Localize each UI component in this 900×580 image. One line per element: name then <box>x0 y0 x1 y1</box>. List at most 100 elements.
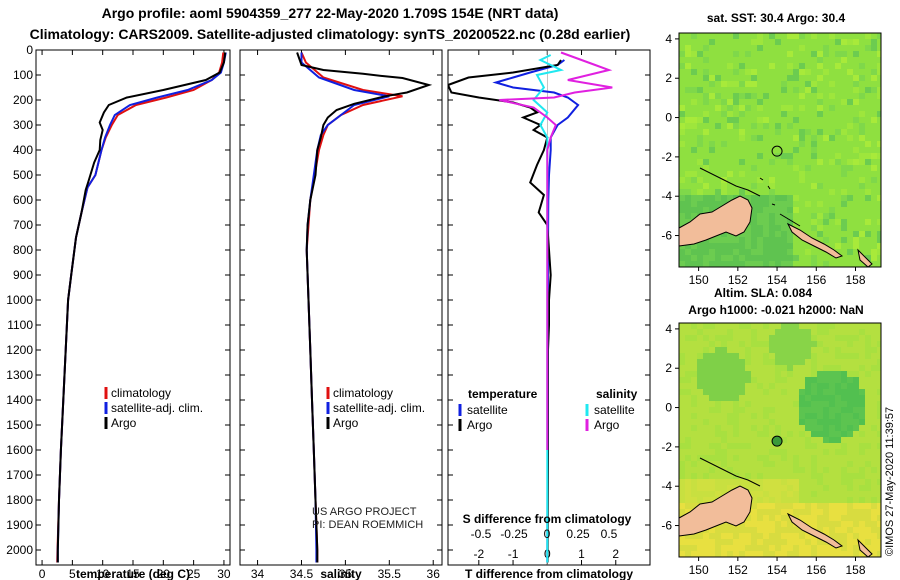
map-cell <box>751 243 757 249</box>
map-cell <box>751 81 757 87</box>
map-cell <box>793 323 799 329</box>
map-cell <box>787 255 793 261</box>
map-cell <box>775 255 781 261</box>
map-cell <box>763 539 769 545</box>
map-cell <box>859 449 865 455</box>
difference-frame <box>447 49 651 566</box>
map-cell <box>739 93 745 99</box>
map-cell <box>751 195 757 201</box>
map-cell <box>715 105 721 111</box>
map-cell <box>817 515 823 521</box>
map-cell <box>769 45 775 51</box>
map-cell <box>727 81 733 87</box>
map-cell <box>859 129 865 135</box>
map-cell <box>733 359 739 365</box>
map-cell <box>859 389 865 395</box>
map-cell <box>679 219 685 225</box>
map-cell <box>775 533 781 539</box>
map-cell <box>829 33 835 39</box>
map-cell <box>799 177 805 183</box>
map-cell <box>715 135 721 141</box>
map-cell <box>709 389 715 395</box>
map-cell <box>799 63 805 69</box>
map-cell <box>685 189 691 195</box>
map-cell <box>853 413 859 419</box>
map-cell <box>691 105 697 111</box>
map-cell <box>763 497 769 503</box>
map-cell <box>799 539 805 545</box>
map-cell <box>841 39 847 45</box>
map-cell <box>787 539 793 545</box>
map-cell <box>697 189 703 195</box>
map-cell <box>805 413 811 419</box>
map-cell <box>745 359 751 365</box>
map-cell <box>829 365 835 371</box>
map-cell <box>805 87 811 93</box>
map-cell <box>823 219 829 225</box>
map-cell <box>829 503 835 509</box>
map-cell <box>715 425 721 431</box>
map-cell <box>877 365 881 371</box>
map-cell <box>871 75 877 81</box>
map-cell <box>817 419 823 425</box>
map-cell <box>721 485 727 491</box>
map-cell <box>841 51 847 57</box>
map-cell <box>841 551 847 557</box>
map-cell <box>691 335 697 341</box>
map-cell <box>847 545 853 551</box>
depth-tick-label: 900 <box>13 268 33 282</box>
map-cell <box>691 491 697 497</box>
map-cell <box>781 255 787 261</box>
map-cell <box>733 243 739 249</box>
map-cell <box>835 365 841 371</box>
map-cell <box>835 347 841 353</box>
map-cell <box>727 539 733 545</box>
map-cell <box>871 365 877 371</box>
map-cell <box>763 237 769 243</box>
map-cell <box>715 75 721 81</box>
map-cell <box>823 449 829 455</box>
map-cell <box>751 255 757 261</box>
sla-map-axes: 150 152 154 156 158 4 2 0 -2 -4 -6 <box>661 322 866 577</box>
map-cell <box>877 551 881 557</box>
map-cell <box>871 39 877 45</box>
map-cell <box>805 407 811 413</box>
map-cell <box>877 521 881 527</box>
map-cell <box>775 207 781 213</box>
north-coast-outline-2 <box>699 457 761 487</box>
map-cell <box>763 353 769 359</box>
series-satellite-adj-clim- <box>56 52 227 563</box>
map-cell <box>841 419 847 425</box>
map-cell <box>715 371 721 377</box>
map-cell <box>727 329 733 335</box>
map-cell <box>679 473 685 479</box>
map-cell <box>739 533 745 539</box>
map-cell <box>679 353 685 359</box>
map-cell <box>697 87 703 93</box>
map-cell <box>799 129 805 135</box>
map-cell <box>727 359 733 365</box>
map-cell <box>751 551 757 557</box>
map-cell <box>859 419 865 425</box>
map-cell <box>793 329 799 335</box>
map-cell <box>769 491 775 497</box>
map-cell <box>733 69 739 75</box>
map-cell <box>721 141 727 147</box>
map-cell <box>685 45 691 51</box>
map-cell <box>799 353 805 359</box>
sst-map-title: sat. SST: 30.4 Argo: 30.4 <box>707 11 846 25</box>
map-cell <box>775 63 781 69</box>
map-cell <box>763 249 769 255</box>
map-cell <box>811 551 817 557</box>
map-cell <box>805 437 811 443</box>
sst-map-ytick-label: -6 <box>661 229 672 243</box>
map-cell <box>679 503 685 509</box>
depth-tick-label: 400 <box>13 143 33 157</box>
map-cell <box>781 503 787 509</box>
map-cell <box>751 141 757 147</box>
map-cell <box>775 449 781 455</box>
map-cell <box>805 219 811 225</box>
map-cell <box>835 105 841 111</box>
map-cell <box>841 521 847 527</box>
map-cell <box>877 219 881 225</box>
